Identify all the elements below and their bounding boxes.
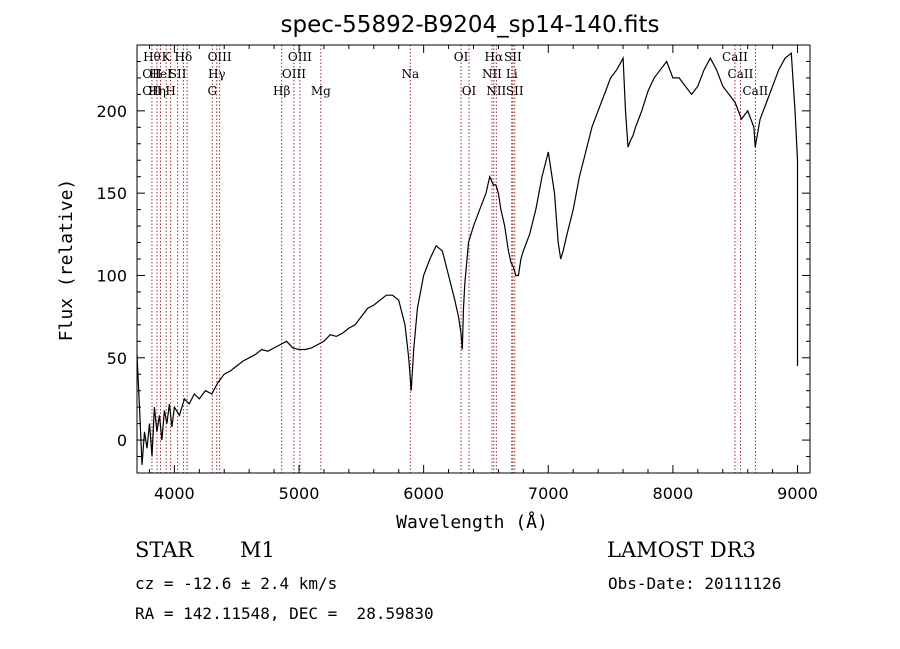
line-label: OI — [462, 84, 477, 98]
line-labels: HθOIIOIIHηHeIKHSIIHδGHγOIIIHβOIIIOIIIMgN… — [142, 50, 768, 98]
y-tick-label: 200 — [96, 102, 127, 121]
x-axis-label: Wavelength (Å) — [396, 511, 548, 533]
line-label: SII — [506, 84, 524, 98]
line-label: CaII — [722, 50, 748, 64]
x-tick-label: 9000 — [777, 484, 818, 503]
x-axis-ticks: 4000 5000 6000 7000 8000 9000 — [148, 45, 818, 503]
line-label: Mg — [311, 84, 331, 98]
line-label: OII — [142, 67, 162, 81]
line-label: Na — [401, 67, 419, 81]
object-subclass: M1 — [240, 538, 275, 562]
obs-date: Obs-Date: 20111126 — [608, 574, 782, 593]
line-label: Hγ — [208, 67, 226, 81]
x-tick-label: 6000 — [403, 484, 444, 503]
line-label: Hη — [148, 84, 166, 98]
y-tick-label: 100 — [96, 266, 127, 285]
line-label: OI — [454, 50, 469, 64]
survey-label: LAMOST DR3 — [607, 538, 756, 562]
line-label: NII — [482, 67, 502, 81]
line-label: Hα — [485, 50, 504, 64]
line-label: OIII — [282, 67, 306, 81]
line-label: NII — [486, 84, 506, 98]
line-label: G — [207, 84, 217, 98]
chart-title: spec-55892-B9204_sp14-140.fits — [281, 12, 660, 38]
line-label: HeI — [149, 67, 172, 81]
plot-frame — [136, 44, 811, 474]
line-label: OII — [142, 84, 162, 98]
x-tick-label: 8000 — [653, 484, 694, 503]
coordinates-text: RA = 142.11548, DEC = 28.59830 — [135, 604, 434, 623]
y-tick-label: 50 — [107, 349, 127, 368]
line-label: Hβ — [273, 84, 290, 98]
object-class: STAR — [135, 538, 194, 562]
line-label: K — [162, 50, 172, 64]
line-label: SII — [169, 67, 187, 81]
x-tick-label: 4000 — [154, 484, 195, 503]
line-label: SII — [504, 50, 522, 64]
line-label: OIII — [208, 50, 232, 64]
line-label: Hδ — [175, 50, 193, 64]
line-label: OIII — [288, 50, 312, 64]
spectrum-series — [136, 52, 799, 465]
line-label: CaII — [728, 67, 754, 81]
line-label: H — [165, 84, 175, 98]
line-label: CaII — [742, 84, 768, 98]
y-axis-label: Flux (relative) — [56, 179, 77, 342]
x-tick-label: 7000 — [528, 484, 569, 503]
x-tick-label: 5000 — [279, 484, 320, 503]
y-axis-ticks: 0 50 100 150 200 — [96, 60, 810, 458]
redshift-text: cz = -12.6 ± 2.4 km/s — [135, 574, 338, 593]
y-tick-label: 0 — [117, 431, 127, 450]
y-tick-label: 150 — [96, 184, 127, 203]
line-markers — [151, 45, 756, 473]
line-label: Li — [506, 67, 518, 81]
line-label: Hθ — [143, 50, 161, 64]
